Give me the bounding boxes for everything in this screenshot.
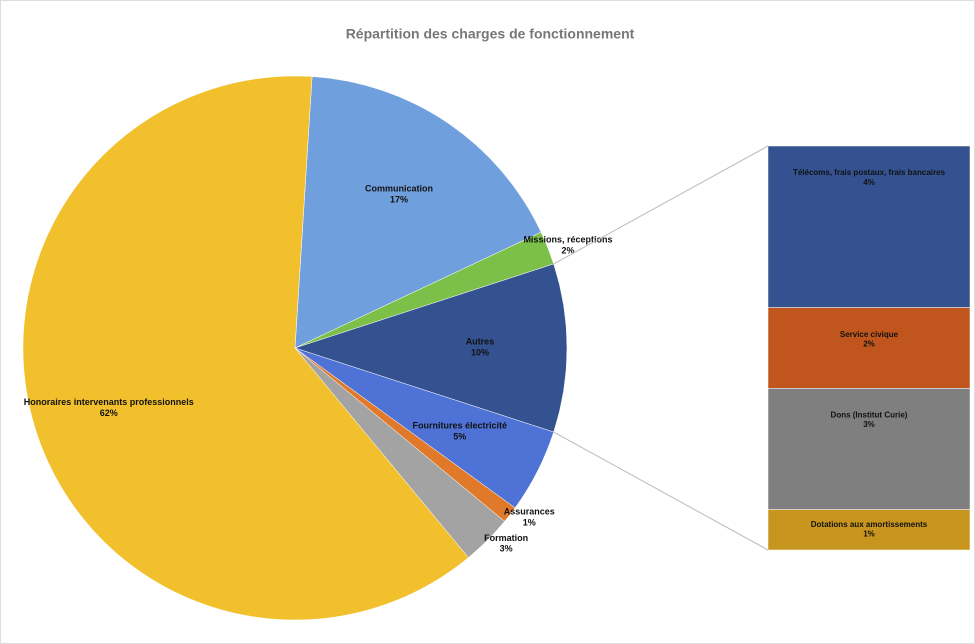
data-label: Formation 3% <box>484 533 528 554</box>
category-label: Formation <box>484 533 528 543</box>
category-label: Honoraires intervenants professionnels <box>24 397 194 407</box>
value-label: 3% <box>500 544 513 554</box>
data-label: Honoraires intervenants professionnels 62… <box>24 397 194 418</box>
category-label: Autres <box>466 337 495 347</box>
value-label: 62% <box>100 408 118 418</box>
value-label: 1% <box>523 518 536 528</box>
connector-line <box>553 145 769 265</box>
chart-title: Répartition des charges de fonctionnemen… <box>346 26 635 42</box>
data-label: Missions, réceptions 2% <box>523 235 612 256</box>
bar-segment <box>767 145 971 308</box>
data-label: Dotations aux amortissements 1% <box>811 520 928 539</box>
data-label: Service civique 2% <box>840 330 899 349</box>
category-label: Fournitures électricité <box>413 421 508 431</box>
category-label: Assurances <box>504 507 555 517</box>
bar-segment <box>767 388 971 510</box>
value-label: 2% <box>561 246 574 256</box>
category-label: Service civique <box>840 330 899 339</box>
category-label: Dons (Institut Curie) <box>831 411 908 420</box>
data-label: Assurances 1% <box>504 507 555 528</box>
category-label: Dotations aux amortissements <box>811 520 928 529</box>
pie-slice <box>294 76 542 349</box>
value-label: 1% <box>863 530 875 539</box>
value-label: 2% <box>863 340 875 349</box>
category-label: Télécoms, frais postaux, frais bancaires <box>793 168 946 177</box>
category-label: Missions, réceptions <box>523 235 612 245</box>
bar-segment <box>767 509 971 551</box>
category-label: Communication <box>365 184 433 194</box>
bar-segment <box>767 307 971 389</box>
data-label: Dons (Institut Curie) 3% <box>831 411 908 430</box>
pie-slice <box>22 75 469 621</box>
data-label: Communication 17% <box>365 184 433 205</box>
value-label: 3% <box>863 420 875 429</box>
data-label: Autres 10% <box>466 337 495 358</box>
value-label: 4% <box>863 178 875 187</box>
data-label: Télécoms, frais postaux, frais bancaires… <box>793 168 946 187</box>
value-label: 10% <box>471 348 489 358</box>
value-label: 5% <box>453 432 466 442</box>
connector-line <box>553 431 769 551</box>
pie-slice <box>294 263 568 433</box>
value-label: 17% <box>390 195 408 205</box>
data-label: Fournitures électricité 5% <box>413 421 508 442</box>
